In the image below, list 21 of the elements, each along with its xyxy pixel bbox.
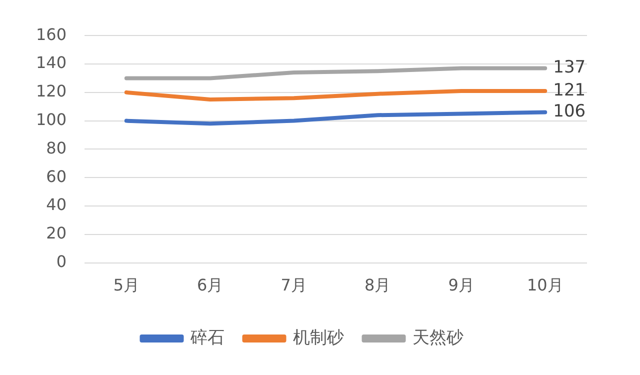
data-label: 137 [553,58,586,78]
y-tick-label: 0 [56,252,67,271]
y-tick-label: 20 [46,224,67,243]
x-tick-label: 9月 [448,276,474,295]
y-tick-label: 80 [46,138,67,158]
legend-label: 机制砂 [292,328,344,348]
x-tick-label: 8月 [364,276,391,295]
x-tick-label: 10月 [526,276,564,295]
x-tick-label: 7月 [280,276,307,295]
y-tick-label: 100 [36,110,67,129]
x-tick-label: 5月 [113,276,140,295]
y-tick-label: 40 [46,195,67,214]
data-label: 121 [553,80,586,100]
y-tick-label: 140 [36,53,67,72]
y-tick-label: 120 [36,82,67,101]
legend-label: 碎石 [189,328,224,348]
legend-label: 天然砂 [412,328,464,348]
data-label: 106 [553,102,586,122]
y-tick-label: 60 [46,166,67,186]
y-tick-label: 160 [36,24,67,44]
x-tick-label: 6月 [197,276,224,295]
